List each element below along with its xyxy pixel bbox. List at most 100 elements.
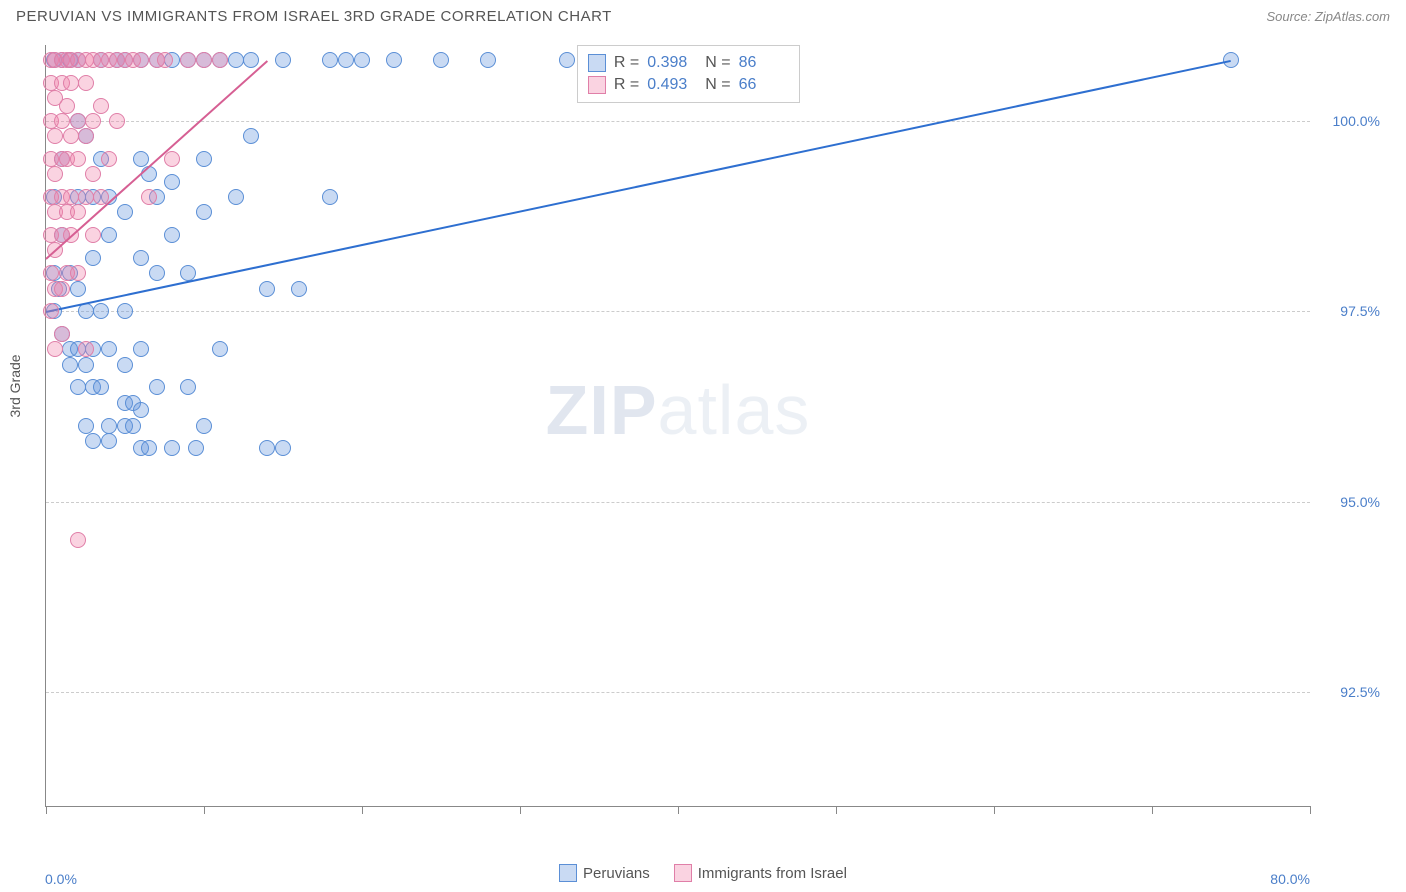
data-point	[47, 166, 63, 182]
data-point	[43, 303, 59, 319]
gridline	[46, 311, 1310, 312]
stats-box: R = 0.398 N = 86 R = 0.493 N = 66	[577, 45, 800, 103]
stat-n-value: 66	[739, 76, 789, 94]
data-point	[338, 52, 354, 68]
data-point	[433, 52, 449, 68]
y-tick-label: 97.5%	[1340, 303, 1380, 319]
data-point	[133, 52, 149, 68]
data-point	[141, 166, 157, 182]
x-tick	[994, 806, 995, 814]
stat-r-label: R =	[614, 76, 639, 94]
stat-r-label: R =	[614, 54, 639, 72]
data-point	[62, 357, 78, 373]
legend-swatch	[674, 864, 692, 882]
x-tick	[204, 806, 205, 814]
gridline	[46, 692, 1310, 693]
data-point	[180, 379, 196, 395]
data-point	[291, 281, 307, 297]
stats-row: R =0.398N =86	[588, 52, 789, 74]
data-point	[70, 281, 86, 297]
plot-area: ZIPatlas 100.0%97.5%95.0%92.5%R =0.398N …	[45, 45, 1310, 807]
data-point	[141, 440, 157, 456]
chart-container: 3rd Grade ZIPatlas 100.0%97.5%95.0%92.5%…	[45, 45, 1390, 837]
data-point	[70, 379, 86, 395]
stats-row: R = 0.493 N = 66	[588, 74, 789, 96]
data-point	[259, 281, 275, 297]
data-point	[78, 75, 94, 91]
data-point	[85, 433, 101, 449]
data-point	[275, 440, 291, 456]
data-point	[101, 418, 117, 434]
stat-r-value: 0.398	[647, 54, 697, 72]
stat-r-value: 0.493	[647, 76, 697, 94]
data-point	[78, 189, 94, 205]
data-point	[125, 418, 141, 434]
data-point	[212, 341, 228, 357]
x-tick	[46, 806, 47, 814]
data-point	[322, 52, 338, 68]
data-point	[164, 151, 180, 167]
data-point	[164, 174, 180, 190]
x-tick	[678, 806, 679, 814]
data-point	[93, 303, 109, 319]
data-point	[70, 151, 86, 167]
data-point	[70, 204, 86, 220]
data-point	[212, 52, 228, 68]
data-point	[54, 326, 70, 342]
data-point	[164, 227, 180, 243]
data-point	[133, 250, 149, 266]
x-tick	[1152, 806, 1153, 814]
data-point	[386, 52, 402, 68]
data-point	[228, 52, 244, 68]
data-point	[93, 379, 109, 395]
data-point	[275, 52, 291, 68]
data-point	[70, 532, 86, 548]
data-point	[101, 227, 117, 243]
data-point	[322, 189, 338, 205]
x-tick	[362, 806, 363, 814]
data-point	[85, 250, 101, 266]
chart-title: PERUVIAN VS IMMIGRANTS FROM ISRAEL 3RD G…	[16, 8, 612, 25]
data-point	[243, 52, 259, 68]
data-point	[180, 52, 196, 68]
data-point	[196, 151, 212, 167]
data-point	[196, 418, 212, 434]
data-point	[70, 113, 86, 129]
data-point	[559, 52, 575, 68]
legend-label: Immigrants from Israel	[698, 865, 847, 882]
data-point	[133, 151, 149, 167]
legend-swatch	[559, 864, 577, 882]
data-point	[59, 98, 75, 114]
series-swatch	[588, 76, 606, 94]
data-point	[228, 189, 244, 205]
data-point	[117, 357, 133, 373]
gridline	[46, 121, 1310, 122]
data-point	[243, 128, 259, 144]
data-point	[54, 281, 70, 297]
data-point	[70, 265, 86, 281]
y-tick-label: 100.0%	[1333, 113, 1380, 129]
data-point	[85, 227, 101, 243]
data-point	[85, 113, 101, 129]
legend-label: Peruvians	[583, 865, 650, 882]
data-point	[480, 52, 496, 68]
data-point	[117, 303, 133, 319]
stat-n-label: N =	[705, 76, 730, 94]
data-point	[188, 440, 204, 456]
data-point	[101, 433, 117, 449]
y-axis-title: 3rd Grade	[7, 354, 23, 417]
data-point	[93, 98, 109, 114]
stat-n-value: 86	[739, 54, 789, 72]
data-point	[47, 128, 63, 144]
data-point	[133, 341, 149, 357]
data-point	[47, 341, 63, 357]
data-point	[85, 166, 101, 182]
data-point	[196, 52, 212, 68]
y-tick-label: 92.5%	[1340, 684, 1380, 700]
data-point	[78, 418, 94, 434]
data-point	[141, 189, 157, 205]
source-attribution: Source: ZipAtlas.com	[1266, 9, 1390, 24]
data-point	[157, 52, 173, 68]
y-tick-label: 95.0%	[1340, 494, 1380, 510]
data-point	[133, 402, 149, 418]
